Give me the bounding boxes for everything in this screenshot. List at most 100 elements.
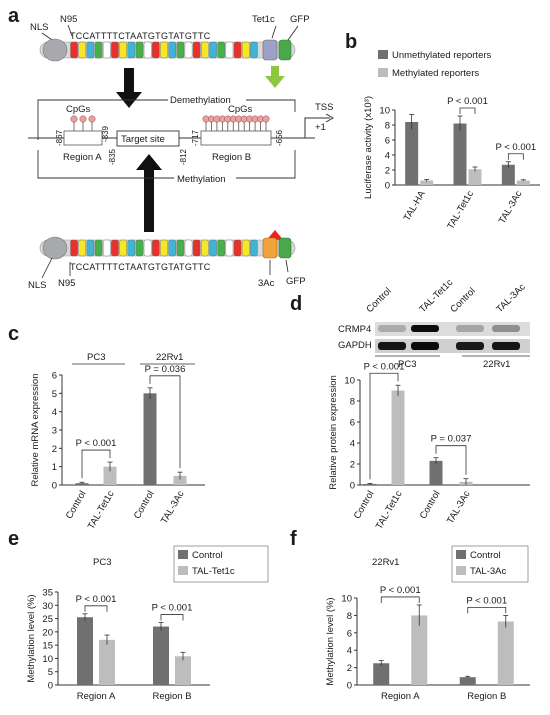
bar — [411, 615, 428, 685]
tale-repeat-unit — [241, 239, 250, 257]
region-a-cpgs — [70, 115, 96, 131]
bar — [459, 677, 476, 685]
plot-f: 0 2 4 6 8 10 Methylation level (%) Region A Regi… — [325, 585, 530, 702]
cpg-site — [70, 115, 78, 123]
chart-e-title: PC3 — [93, 557, 111, 568]
y-tick-label: 8 — [385, 121, 390, 132]
tale-repeat-unit — [70, 239, 78, 257]
tale-repeat-unit — [176, 41, 185, 59]
tale-repeat-unit — [217, 239, 226, 257]
legend-e-swatch-control — [178, 550, 188, 559]
y-tick-label: 4 — [385, 151, 390, 162]
tale-repeat-unit — [209, 41, 217, 59]
bottom-nls-domain — [42, 236, 68, 260]
significance-bracket — [507, 153, 524, 160]
tale-repeat-unit — [201, 41, 209, 59]
y-tick-label: 35 — [42, 588, 53, 599]
top-repeat-array — [70, 41, 258, 59]
tale-repeat-unit — [160, 41, 168, 59]
tale-repeat-unit — [143, 239, 152, 257]
significance-bracket — [380, 596, 420, 603]
top-gfp-domain — [278, 39, 292, 61]
top-nls-domain — [42, 38, 68, 62]
y-tick-label: 0 — [52, 481, 57, 492]
y-tick-label: 2 — [350, 460, 355, 471]
bar — [391, 390, 405, 485]
plot-d: 0 2 4 6 8 10 Relative protein expression Contro… — [328, 361, 530, 531]
legend-e-swatch-tal — [178, 566, 188, 575]
wb-band-crmp4 — [492, 325, 520, 332]
tale-repeat-unit — [217, 41, 226, 59]
bar — [153, 626, 169, 685]
bottom-repeat-array — [70, 239, 258, 257]
region-a-label: Region A — [63, 152, 102, 163]
significance-bracket — [435, 445, 467, 475]
x-tick-label: TAL-Tet1c — [445, 189, 476, 232]
chart-d: Control TAL-Tet1c Control TAL-3Ac CRMP4 … — [328, 277, 530, 531]
x-tick-label: Region B — [152, 691, 191, 702]
chart-c-group-pc3: PC3 — [87, 352, 105, 363]
bar — [99, 639, 115, 685]
top-tale-construct: NLS N95 TCCATTTTCTAATGTGTATGTTC Tet1c GF… — [30, 14, 310, 62]
bottom-tale-construct: TCCATTTTCTAATGTGTATGTTC NLS N95 3Ac GFP — [28, 236, 306, 291]
tale-repeat-unit — [152, 239, 160, 257]
x-tick-label: TAL-3Ac — [159, 489, 187, 526]
bar — [373, 663, 390, 685]
wb-band-gapdh — [456, 342, 484, 350]
methylation-label: Methylation — [177, 174, 226, 185]
y-tick-label: 10 — [379, 106, 390, 117]
tss-arrow — [304, 117, 330, 138]
y-tick-label: 2 — [52, 444, 57, 455]
y-tick-label: 3 — [52, 426, 57, 437]
y-tick-label: 10 — [341, 594, 352, 605]
legend-b-swatch-methylated — [378, 68, 388, 77]
x-tick-label: Control — [352, 489, 377, 521]
panel-label-e: e — [8, 528, 19, 550]
bar — [103, 466, 117, 485]
tale-repeat-unit — [119, 239, 127, 257]
wb-bands — [378, 325, 520, 350]
chart-e: PC3 Control TAL-Tet1c 0 5 10 15 20 25 30 35 Meth… — [26, 545, 269, 702]
y-tick-label: 4 — [350, 439, 355, 450]
significance-bracket — [459, 107, 476, 114]
x-tick-label: Control — [132, 489, 157, 521]
target-site-label: Target site — [121, 134, 165, 145]
x-tick-label: Region A — [381, 691, 420, 702]
legend-f-tal: TAL-3Ac — [470, 566, 507, 577]
legend-e-tal: TAL-Tet1c — [192, 566, 235, 577]
region-b-box — [200, 130, 272, 146]
promoter-schematic: Demethylation Methylation TSS +1 CpGs Re… — [28, 93, 335, 185]
target-site-box — [116, 130, 180, 147]
y-tick-label: 0 — [350, 481, 355, 492]
bar — [420, 180, 434, 185]
tale-repeat-unit — [111, 41, 119, 59]
bar — [143, 393, 157, 485]
significance-bracket — [467, 607, 507, 614]
bar — [453, 123, 467, 185]
y-tick-label: 6 — [347, 628, 352, 639]
p-value-label: P < 0.001 — [76, 594, 117, 605]
y-tick-label: 10 — [344, 376, 355, 387]
bottom-3ac-domain — [262, 237, 278, 259]
y-tick-label: 20 — [42, 627, 53, 638]
legend-b-unmethylated: Unmethylated reporters — [392, 50, 492, 61]
legend-e-control: Control — [192, 550, 223, 561]
tale-repeat-unit — [241, 41, 250, 59]
plot-e: 0 5 10 15 20 25 30 35 Methylation level (%) Regio… — [26, 588, 210, 702]
tale-repeat-unit — [152, 41, 160, 59]
top-nls-label: NLS — [30, 22, 48, 33]
legend-f-control: Control — [470, 550, 501, 561]
region-a-cpgs-label: CpGs — [66, 104, 91, 115]
tale-repeat-unit — [192, 41, 201, 59]
p-value-label: P < 0.001 — [466, 595, 507, 606]
panel-label-a: a — [8, 5, 20, 27]
pos-839: -839 — [101, 125, 110, 142]
tale-repeat-unit — [184, 41, 193, 59]
tale-repeat-unit — [168, 239, 176, 257]
y-tick-label: 0 — [347, 681, 352, 692]
legend-f-swatch-control — [456, 550, 466, 559]
tale-repeat-unit — [250, 239, 258, 257]
y-tick-label: 5 — [52, 389, 57, 400]
y-axis-label: Methylation level (%) — [26, 594, 37, 682]
bar — [516, 180, 530, 185]
